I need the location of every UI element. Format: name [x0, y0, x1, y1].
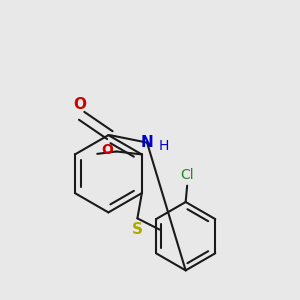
Text: O: O [74, 97, 87, 112]
Text: Cl: Cl [180, 168, 194, 182]
Text: S: S [132, 222, 143, 237]
Text: H: H [158, 139, 169, 152]
Text: O: O [101, 143, 113, 157]
Text: N: N [141, 135, 153, 150]
